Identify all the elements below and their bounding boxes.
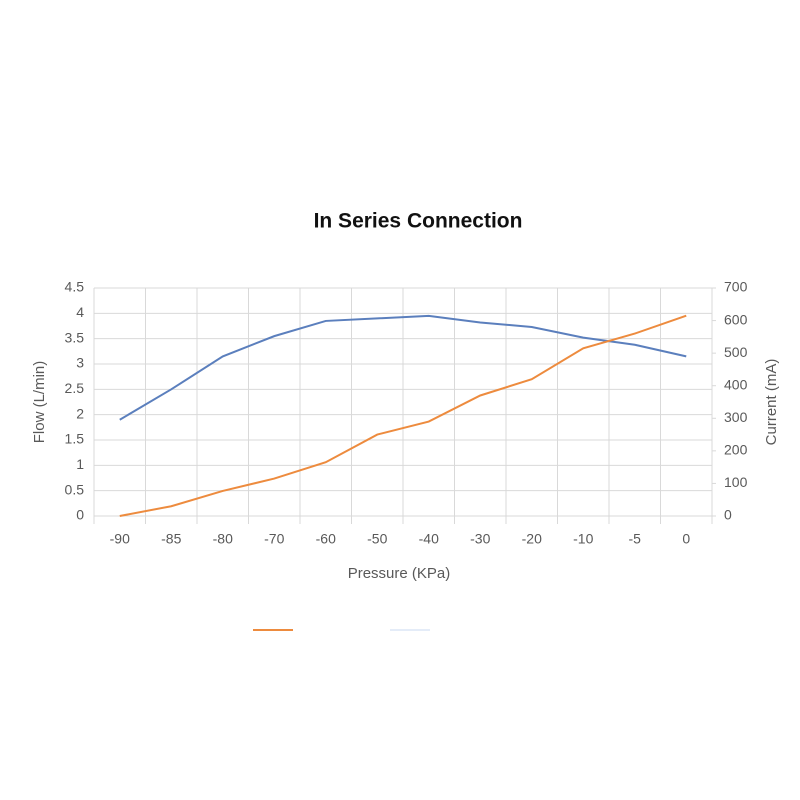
- y-tick-label: 3: [76, 355, 84, 371]
- series-line: [119, 314, 687, 517]
- y2-axis-title: Current (mA): [763, 359, 780, 446]
- y-tick-label: 4.5: [65, 279, 85, 295]
- x-tick-label: -85: [161, 531, 181, 547]
- x-axis-title: Pressure (KPa): [348, 565, 451, 582]
- y-tick-label: 3.5: [65, 329, 85, 345]
- y-tick-label: 1.5: [65, 431, 85, 447]
- y2-tick-label: 0: [724, 507, 732, 523]
- x-tick-label: -40: [419, 531, 439, 547]
- x-tick-label: -50: [367, 531, 387, 547]
- y-tick-label: 2.5: [65, 380, 85, 396]
- x-tick-label: -80: [213, 531, 233, 547]
- series-line: [119, 314, 687, 421]
- y-axis-title: Flow (L/min): [31, 361, 48, 444]
- y2-tick-label: 700: [724, 279, 748, 295]
- y2-tick-label: 500: [724, 344, 748, 360]
- x-tick-label: -10: [573, 531, 593, 547]
- y-tick-label: 0.5: [65, 481, 85, 497]
- x-tick-label: -5: [629, 531, 642, 547]
- y-tick-label: 2: [76, 405, 84, 421]
- x-tick-label: -20: [522, 531, 542, 547]
- y2-tick-label: 600: [724, 311, 748, 327]
- y-tick-label: 0: [76, 507, 84, 523]
- x-tick-label: -30: [470, 531, 490, 547]
- x-tick-label: -90: [110, 531, 130, 547]
- y2-tick-label: 100: [724, 474, 748, 490]
- y-tick-label: 4: [76, 304, 84, 320]
- y2-tick-label: 300: [724, 409, 748, 425]
- y-tick-label: 1: [76, 456, 84, 472]
- x-tick-label: 0: [682, 531, 690, 547]
- x-tick-label: -60: [316, 531, 336, 547]
- y2-tick-label: 400: [724, 376, 748, 392]
- x-tick-label: -70: [264, 531, 284, 547]
- chart-title: In Series Connection: [314, 210, 523, 233]
- y2-tick-label: 200: [724, 442, 748, 458]
